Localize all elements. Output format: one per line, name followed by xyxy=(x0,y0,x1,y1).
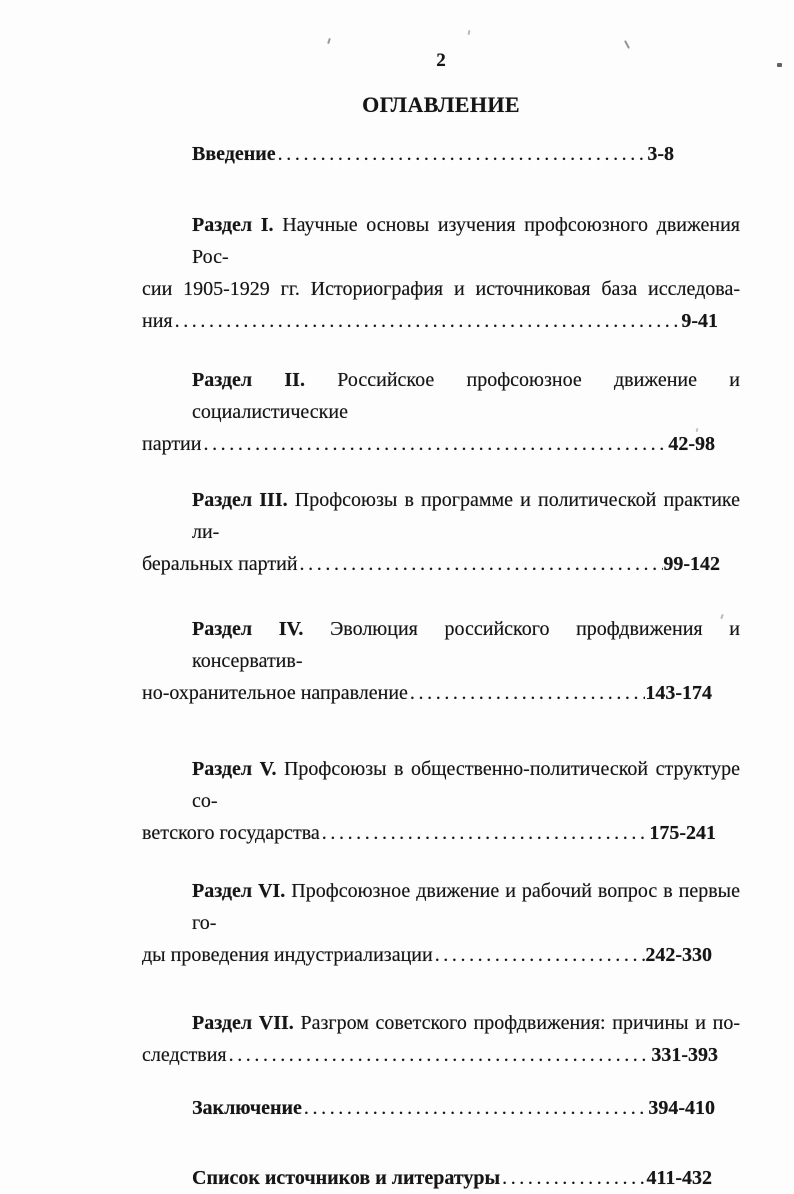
toc-line: Введение................................… xyxy=(142,138,740,170)
dot-leader: ........................................… xyxy=(434,944,646,966)
page-range: 9-41 xyxy=(681,310,718,332)
toc-line: Раздел V. Профсоюзы в общественно-полити… xyxy=(142,753,740,817)
toc-entry-razdel-4: Раздел IV. Эволюция российского профдвиж… xyxy=(142,613,740,709)
dot-leader: ........................................… xyxy=(303,1097,648,1119)
page-range: 143-174 xyxy=(645,682,712,704)
toc-line: беральных партий........................… xyxy=(142,548,740,580)
dot-leader: ........................................… xyxy=(299,553,664,575)
toc-line: ветского государства....................… xyxy=(142,817,740,849)
page-range: 99-142 xyxy=(663,553,720,575)
toc-entry-razdel-7: Раздел VII. Разгром советского профдвиже… xyxy=(142,1007,740,1071)
scanned-page: 2 ОГЛАВЛЕНИЕ Введение...................… xyxy=(142,50,740,1189)
dot-leader: ........................................… xyxy=(321,822,650,844)
page-number: 2 xyxy=(436,50,446,71)
toc-line: сии 1905-1929 гг. Историография и источн… xyxy=(142,273,740,305)
toc-entry-title-text: Профсоюзы в общественно-политической стр… xyxy=(192,758,741,812)
toc-entry-label: Раздел V. xyxy=(192,758,277,780)
toc-entry-title-text: следствия xyxy=(142,1044,227,1066)
dot-leader: ........................................… xyxy=(174,310,682,332)
toc-line: Раздел VII. Разгром советского профдвиже… xyxy=(142,1007,740,1039)
toc-line: Раздел I. Научные основы изучения профсо… xyxy=(142,209,740,273)
dot-leader: ........................................… xyxy=(409,682,646,704)
page-range: 394-410 xyxy=(648,1097,715,1119)
toc-entry-title-text: Профсоюзное движение и рабочий вопрос в … xyxy=(192,880,740,934)
toc-entry-title-text: Профсоюзы в программе и политической пра… xyxy=(192,489,741,543)
toc-entry-razdel-1: Раздел I. Научные основы изучения профсо… xyxy=(142,209,740,337)
toc-entry-label: Раздел IV. xyxy=(192,618,304,640)
toc-line: ния.....................................… xyxy=(142,305,740,337)
page-range: 242-330 xyxy=(645,944,712,966)
toc-entry-title-text: Российское профсоюзное движение и социал… xyxy=(192,369,740,423)
page-range: 42-98 xyxy=(668,433,715,455)
toc-entry-label: Раздел I. xyxy=(192,214,274,236)
toc-entry-title-text: Эволюция российского профдвижения и конс… xyxy=(192,618,740,672)
page-range: 175-241 xyxy=(649,822,716,844)
toc-line: Раздел IV. Эволюция российского профдвиж… xyxy=(142,613,740,677)
toc-line: Раздел III. Профсоюзы в программе и поли… xyxy=(142,484,740,548)
toc-line: Раздел II. Российское профсоюзное движен… xyxy=(142,364,740,428)
table-of-contents: Введение................................… xyxy=(142,138,740,1194)
toc-entry-title-text: Разгром советского профдвижения: причины… xyxy=(300,1012,740,1034)
toc-entry-title-text: но-охранительное направление xyxy=(142,682,408,704)
toc-entry-label: Раздел VI. xyxy=(192,880,286,902)
toc-entry-label: Раздел VII. xyxy=(192,1012,294,1034)
toc-entry-title-text: сии 1905-1929 гг. Историография и источн… xyxy=(142,278,740,300)
toc-entry-title-text: партии xyxy=(142,433,202,455)
toc-line: ды проведения индустриализации..........… xyxy=(142,939,740,971)
dot-leader: ........................................… xyxy=(228,1044,652,1066)
toc-entry-title-text: ды проведения индустриализации xyxy=(142,944,433,966)
toc-entry-label: Список источников и литературы xyxy=(192,1167,501,1189)
toc-entry-spisok-istochnikov: Список источников и литературы..........… xyxy=(142,1162,740,1194)
toc-entry-razdel-3: Раздел III. Профсоюзы в программе и поли… xyxy=(142,484,740,580)
page-title: ОГЛАВЛЕНИЕ xyxy=(362,92,520,117)
toc-line: партии..................................… xyxy=(142,428,740,460)
toc-line: следствия...............................… xyxy=(142,1039,740,1071)
toc-entry-title-text: Научные основы изучения профсоюзного дви… xyxy=(192,214,741,268)
toc-entry-razdel-2: Раздел II. Российское профсоюзное движен… xyxy=(142,364,740,460)
dot-leader: ........................................… xyxy=(203,433,668,455)
toc-line: Список источников и литературы..........… xyxy=(142,1162,740,1194)
toc-line: Заключение..............................… xyxy=(142,1092,740,1124)
toc-entry-vvedenie: Введение................................… xyxy=(142,138,740,170)
toc-line: Раздел VI. Профсоюзное движение и рабочи… xyxy=(142,875,740,939)
page-range: 331-393 xyxy=(651,1044,718,1066)
scan-artifact xyxy=(777,63,782,67)
toc-entry-razdel-5: Раздел V. Профсоюзы в общественно-полити… xyxy=(142,753,740,849)
page-range: 411-432 xyxy=(646,1167,712,1189)
toc-entry-zaklyuchenie: Заключение..............................… xyxy=(142,1092,740,1124)
toc-entry-title-text: ния xyxy=(142,310,173,332)
page-range: 3-8 xyxy=(647,143,674,165)
toc-line: но-охранительное направление............… xyxy=(142,677,740,709)
toc-entry-label: Раздел III. xyxy=(192,489,288,511)
toc-entry-label: Заключение xyxy=(192,1097,302,1119)
dot-leader: ........................................… xyxy=(502,1167,646,1189)
toc-entry-label: Введение xyxy=(192,143,276,165)
toc-entry-razdel-6: Раздел VI. Профсоюзное движение и рабочи… xyxy=(142,875,740,971)
dot-leader: ........................................… xyxy=(277,143,648,165)
toc-entry-title-text: ветского государства xyxy=(142,822,320,844)
toc-entry-label: Раздел II. xyxy=(192,369,305,391)
toc-entry-title-text: беральных партий xyxy=(142,553,298,575)
